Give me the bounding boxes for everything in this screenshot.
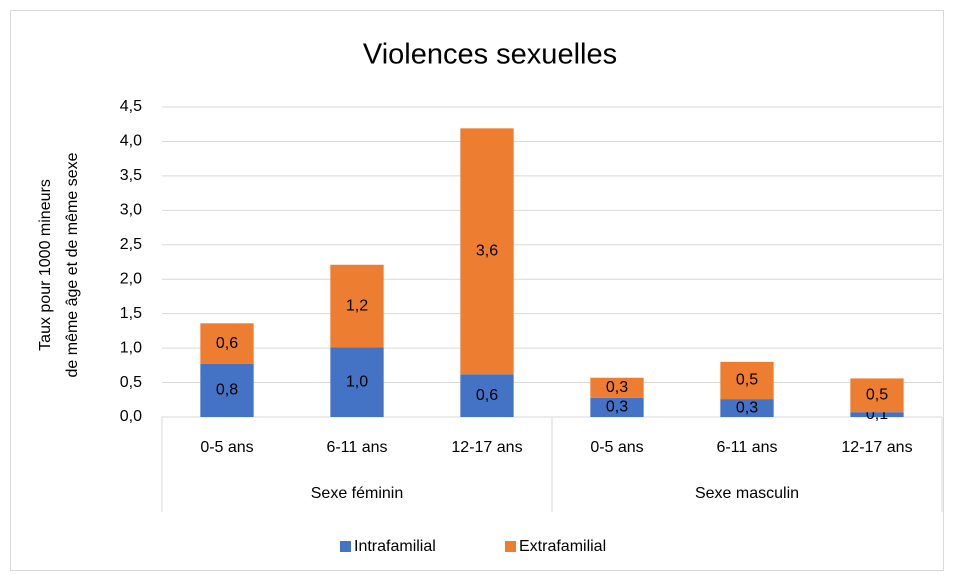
bar-segment xyxy=(590,397,644,417)
group-label: Sexe féminin xyxy=(311,485,404,502)
y-tick-label: 4,5 xyxy=(120,98,142,115)
chart-title: Violences sexuelles xyxy=(363,39,617,71)
y-tick-label: 0,5 xyxy=(120,374,142,391)
data-label: 0,3 xyxy=(606,379,628,396)
legend-swatch xyxy=(340,541,351,552)
data-label: 0,8 xyxy=(216,382,238,399)
data-label: 0,3 xyxy=(736,399,758,416)
bar-segment xyxy=(200,363,254,417)
data-label: 0,5 xyxy=(866,387,888,404)
data-label: 0,5 xyxy=(736,372,758,389)
bar-segment xyxy=(460,374,514,417)
x-tick-label: 6-11 ans xyxy=(716,439,777,456)
data-label: 1,0 xyxy=(346,373,368,390)
data-label: 0,6 xyxy=(476,387,498,404)
x-tick-label: 12-17 ans xyxy=(451,439,522,456)
data-label: 0,3 xyxy=(606,399,628,416)
x-tick-label: 12-17 ans xyxy=(841,439,912,456)
y-axis-title: Taux pour 1000 mineurs xyxy=(37,179,54,351)
legend-label: Extrafamilial xyxy=(519,538,606,555)
y-tick-label: 1,5 xyxy=(120,305,142,322)
bar-segment xyxy=(850,412,904,417)
x-tick-label: 0-5 ans xyxy=(200,439,253,456)
legend-label: Intrafamilial xyxy=(354,538,436,555)
data-label: 3,6 xyxy=(476,243,498,260)
y-tick-label: 0,0 xyxy=(120,408,142,425)
y-axis-title: de même âge et de même sexe xyxy=(64,152,81,377)
bar-segment xyxy=(720,399,774,417)
x-tick-label: 6-11 ans xyxy=(326,439,387,456)
bar-segment xyxy=(330,264,384,348)
y-tick-label: 3,5 xyxy=(120,167,142,184)
y-tick-label: 2,0 xyxy=(120,270,142,287)
data-label: 0,6 xyxy=(216,335,238,352)
y-tick-label: 1,0 xyxy=(120,339,142,356)
x-tick-label: 0-5 ans xyxy=(590,439,643,456)
bar-segment xyxy=(460,128,514,375)
bar-segment xyxy=(850,378,904,413)
legend-swatch xyxy=(505,541,516,552)
bar-segment xyxy=(720,361,774,400)
y-tick-label: 4,0 xyxy=(120,133,142,150)
data-label: 1,2 xyxy=(346,297,368,314)
bar-segment xyxy=(330,347,384,417)
bar-segment xyxy=(590,377,644,398)
y-tick-label: 3,0 xyxy=(120,202,142,219)
group-label: Sexe masculin xyxy=(695,485,799,502)
bar-segment xyxy=(200,323,254,364)
y-tick-label: 2,5 xyxy=(120,236,142,253)
